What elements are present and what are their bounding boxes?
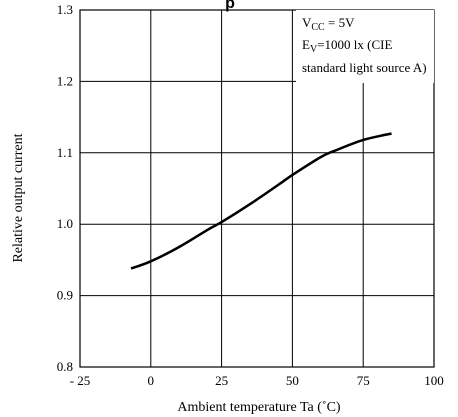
y-tick-label: 1.1 — [57, 145, 73, 160]
vcc-subscript: CC — [311, 22, 325, 33]
svg-text:EV=1000 lx (CIE: EV=1000 lx (CIE — [302, 37, 392, 55]
y-tick-label: 0.9 — [57, 288, 73, 303]
svg-text:VCC = 5V: VCC = 5V — [302, 15, 355, 33]
x-tick-labels: - 25 0 25 50 75 100 — [70, 373, 444, 388]
vcc-symbol: V — [302, 15, 312, 30]
light-source-note: standard light source A) — [302, 60, 427, 75]
grid — [80, 10, 434, 367]
y-tick-labels: 0.8 0.9 1.0 1.1 1.2 1.3 — [57, 2, 73, 374]
y-tick-label: 1.0 — [57, 216, 73, 231]
x-tick-label: 25 — [215, 373, 228, 388]
vcc-value: = 5V — [325, 15, 355, 30]
y-tick-label: 1.2 — [57, 73, 73, 88]
x-tick-label: 75 — [357, 373, 370, 388]
x-tick-label: 0 — [148, 373, 155, 388]
chart-title-fragment: p — [225, 0, 235, 12]
condition-annotation: VCC = 5V EV=1000 lx (CIE standard light … — [296, 10, 434, 83]
x-tick-label: - 25 — [70, 373, 91, 388]
ev-symbol: E — [302, 37, 310, 52]
ev-subscript: V — [310, 44, 318, 55]
y-tick-label: 1.3 — [57, 2, 73, 17]
plot-frame — [79, 9, 435, 368]
ev-value: =1000 lx (CIE — [317, 37, 392, 52]
y-axis-label: Relative output current — [11, 133, 26, 262]
x-axis-label: Ambient temperature Ta (˚C) — [177, 400, 341, 415]
x-tick-label: 50 — [286, 373, 299, 388]
x-tick-label: 100 — [424, 373, 444, 388]
y-tick-label: 0.8 — [57, 359, 73, 374]
series-line — [130, 132, 392, 270]
